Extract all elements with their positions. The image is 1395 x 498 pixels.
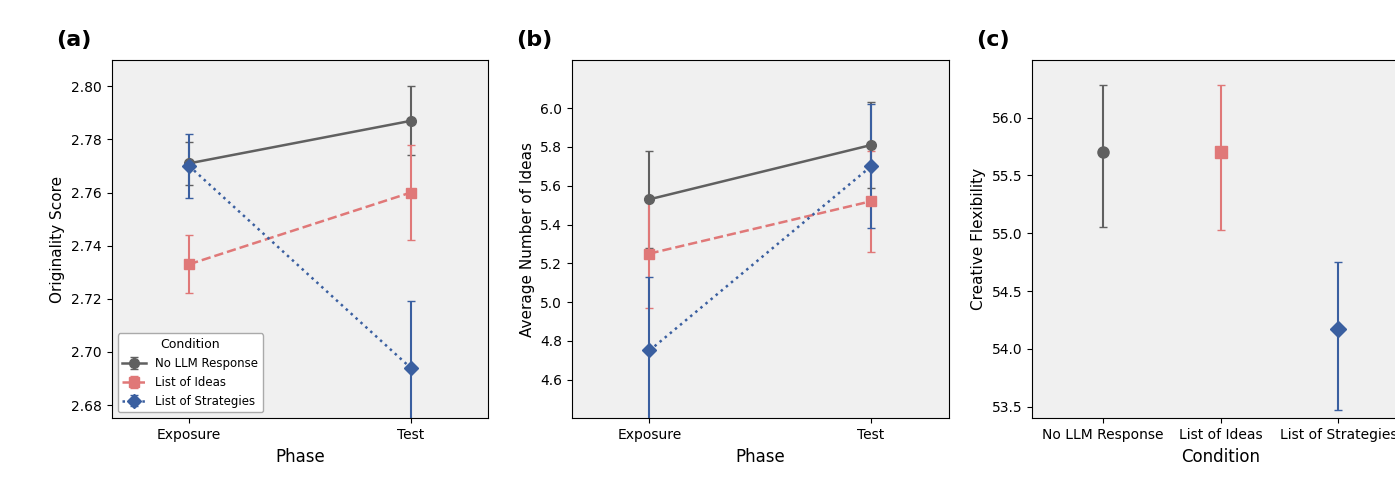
Text: (a): (a) [56,30,91,50]
X-axis label: Condition: Condition [1182,448,1260,466]
Legend: No LLM Response, List of Ideas, List of Strategies: No LLM Response, List of Ideas, List of … [117,333,264,412]
Text: (c): (c) [976,30,1010,50]
Y-axis label: Originality Score: Originality Score [50,175,66,303]
Y-axis label: Average Number of Ideas: Average Number of Ideas [520,141,534,337]
Text: (b): (b) [516,30,552,50]
X-axis label: Phase: Phase [735,448,785,466]
X-axis label: Phase: Phase [275,448,325,466]
Y-axis label: Creative Flexibility: Creative Flexibility [971,168,986,310]
